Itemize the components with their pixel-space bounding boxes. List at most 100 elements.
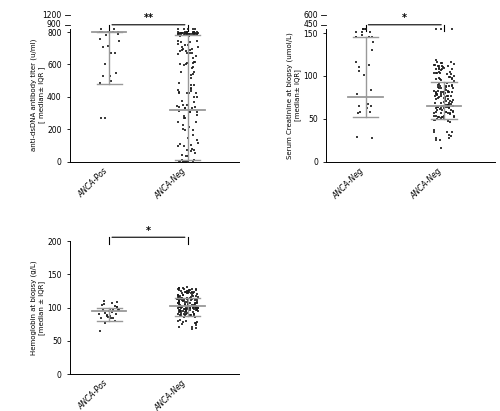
Point [188, 312, 196, 319]
Point [439, 64, 447, 70]
Point [174, 294, 182, 301]
Point [444, 102, 452, 108]
Point [194, 44, 202, 50]
Point [108, 309, 116, 315]
Point [103, 312, 111, 319]
Point [181, 158, 189, 165]
Point [183, 284, 191, 291]
Point [192, 112, 200, 119]
Point [181, 289, 189, 295]
Point [182, 306, 190, 312]
Point [440, 89, 448, 96]
Point [184, 42, 192, 48]
Point [175, 300, 183, 307]
Point [112, 69, 120, 76]
Point [450, 107, 458, 114]
Point [96, 28, 104, 35]
Point [174, 30, 182, 37]
Point [352, 34, 360, 40]
Point [181, 105, 189, 112]
Point [192, 320, 200, 327]
Point [189, 64, 197, 70]
Point [435, 81, 443, 88]
Point [186, 142, 194, 149]
Point [174, 51, 182, 58]
Point [106, 72, 114, 79]
Point [352, 91, 360, 98]
Point [443, 71, 451, 78]
Point [192, 305, 200, 312]
Point [438, 114, 446, 121]
Point [174, 119, 182, 125]
Point [355, 102, 363, 109]
Point [179, 158, 187, 165]
Point [437, 67, 445, 73]
Point [445, 74, 453, 81]
Point [186, 293, 194, 300]
Point [176, 305, 184, 312]
Point [187, 148, 195, 155]
Point [448, 109, 456, 115]
Point [188, 45, 196, 52]
Point [444, 117, 452, 124]
Point [193, 94, 201, 101]
Point [194, 293, 202, 300]
Point [98, 302, 106, 308]
Point [174, 292, 182, 299]
Point [435, 75, 443, 81]
Point [434, 104, 442, 110]
Point [174, 104, 182, 110]
Point [442, 83, 450, 90]
Point [180, 113, 188, 120]
Point [97, 315, 105, 321]
Point [432, 88, 440, 95]
Point [186, 295, 194, 301]
Point [190, 312, 198, 318]
Point [100, 298, 108, 305]
Point [186, 88, 194, 94]
Point [182, 158, 190, 164]
Point [107, 78, 115, 84]
Point [174, 87, 182, 94]
Point [184, 303, 192, 309]
Point [448, 66, 456, 72]
Point [358, 31, 366, 38]
Point [366, 34, 374, 40]
Point [176, 301, 184, 308]
Point [190, 69, 198, 75]
Point [181, 29, 189, 35]
Point [445, 104, 453, 110]
Point [188, 302, 196, 308]
Point [96, 79, 104, 86]
Point [444, 93, 452, 100]
Point [192, 286, 200, 292]
Point [96, 36, 104, 42]
Point [178, 307, 186, 314]
Point [182, 102, 190, 109]
Point [446, 111, 454, 118]
Point [434, 104, 442, 110]
Point [430, 61, 438, 68]
Point [178, 46, 186, 52]
Point [180, 305, 188, 312]
Point [184, 50, 192, 57]
Point [432, 135, 440, 142]
Point [184, 33, 192, 40]
Point [432, 26, 440, 33]
Point [437, 115, 445, 121]
Point [180, 313, 188, 320]
Point [175, 107, 183, 114]
Point [180, 285, 188, 292]
Point [430, 113, 438, 120]
Point [176, 307, 184, 313]
Text: 600: 600 [304, 11, 318, 20]
Point [183, 147, 191, 153]
Point [356, 109, 364, 115]
Point [178, 312, 186, 318]
Point [432, 57, 440, 64]
Point [433, 107, 441, 114]
Point [185, 124, 193, 130]
Point [180, 30, 188, 37]
Point [436, 83, 444, 90]
Point [190, 289, 198, 295]
